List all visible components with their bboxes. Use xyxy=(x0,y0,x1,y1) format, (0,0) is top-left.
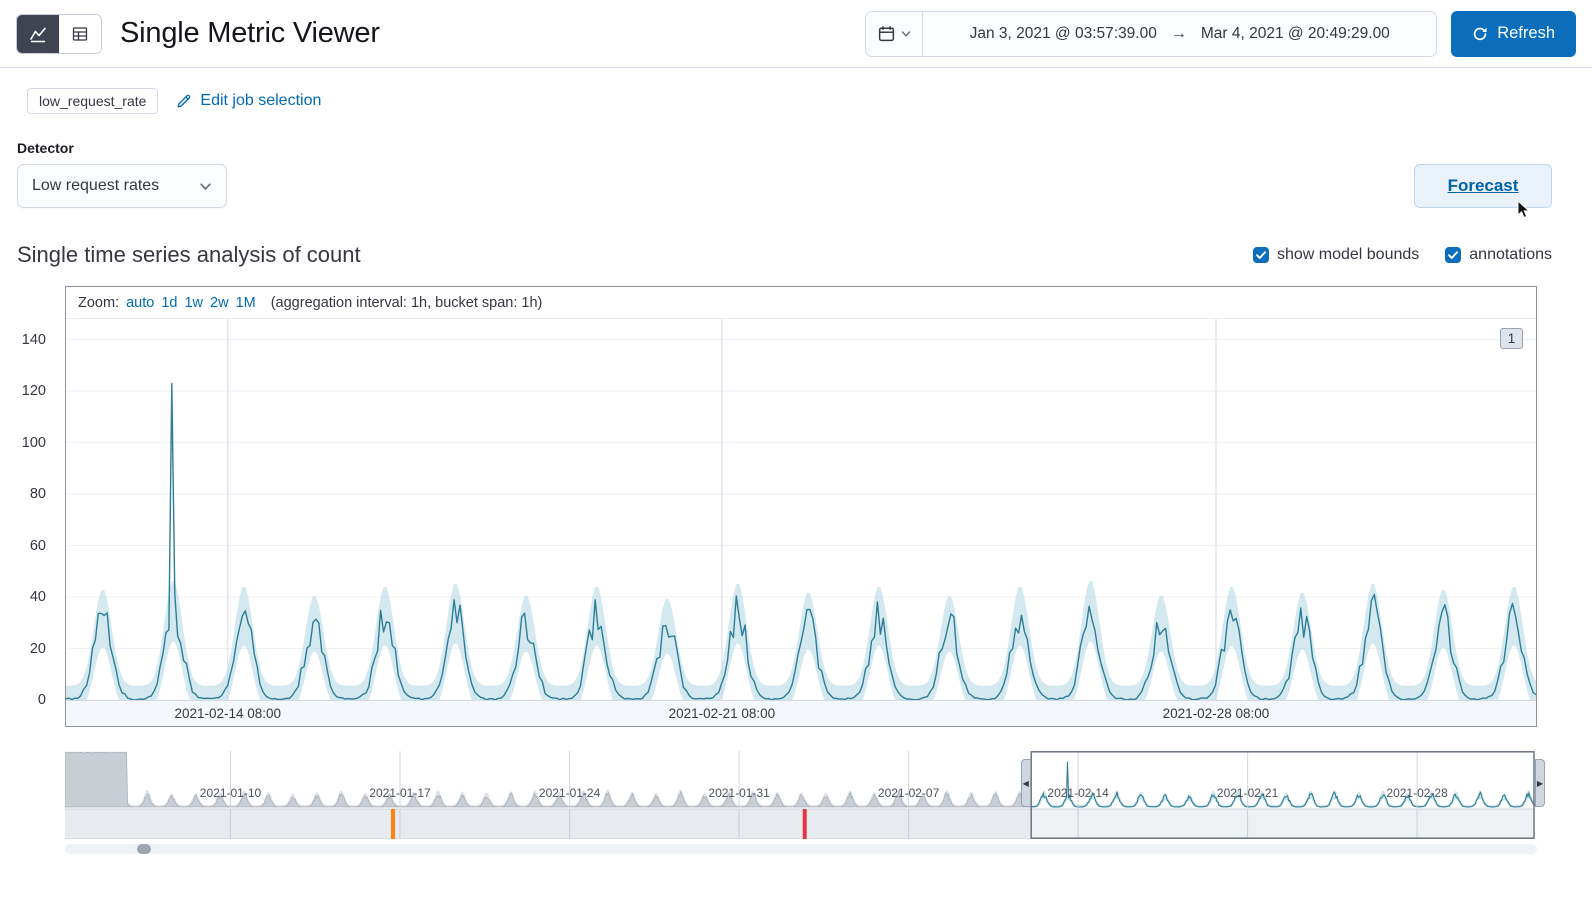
zoom-option-1M[interactable]: 1M xyxy=(235,294,256,311)
edit-job-selection-label: Edit job selection xyxy=(200,92,322,109)
y-axis-tick-label: 100 xyxy=(21,434,46,451)
forecast-button[interactable]: Forecast xyxy=(1414,164,1552,208)
annotation-badge[interactable]: 1 xyxy=(1500,328,1523,349)
context-chart[interactable]: 2021-01-10 2021-01-17 2021-01-24 2021-01-31… xyxy=(64,751,1536,840)
date-range-picker: Jan 3, 2021 @ 03:57:39.00 → Mar 4, 2021 … xyxy=(865,10,1438,57)
line-chart-icon xyxy=(30,27,46,42)
refresh-label: Refresh xyxy=(1497,24,1555,42)
context-tick-label: 2021-01-24 xyxy=(539,786,601,800)
series-title: Single time series analysis of count xyxy=(17,242,361,267)
context-tick-label: 2021-01-10 xyxy=(200,786,262,800)
brush-handle-right[interactable]: ▶ xyxy=(1535,759,1545,807)
y-axis-tick-label: 20 xyxy=(29,640,46,657)
page-title: Single Metric Viewer xyxy=(120,17,380,49)
timeline-scrollbar[interactable] xyxy=(65,844,1537,854)
y-axis-tick-label: 60 xyxy=(29,537,46,554)
context-tick-label: 2021-02-07 xyxy=(878,786,940,800)
anomaly-swimlane-selected[interactable] xyxy=(1030,809,1535,839)
chevron-down-icon xyxy=(200,182,211,190)
swimlane-anomaly-marker-major[interactable] xyxy=(391,809,395,839)
zoom-label: Zoom: xyxy=(78,294,120,311)
date-fields: Jan 3, 2021 @ 03:57:39.00 → Mar 4, 2021 … xyxy=(923,21,1436,47)
y-axis-tick-label: 40 xyxy=(29,589,46,606)
zoom-bar: Zoom: auto 1d 1w 2w 1M (aggregation interval… xyxy=(66,287,1536,319)
context-metric-line xyxy=(1030,761,1535,808)
y-axis-tick-label: 80 xyxy=(29,486,46,503)
context-tick-label: 2021-02-21 xyxy=(1217,786,1279,800)
y-axis: 0 20 40 60 80 100 120 140 xyxy=(0,319,56,708)
x-axis-tick-label: 2021-02-21 08:00 xyxy=(668,706,776,721)
zoom-option-1w[interactable]: 1w xyxy=(184,294,204,311)
date-range-arrow-icon: → xyxy=(1170,24,1187,42)
job-bar: low_request_rate Edit job selection xyxy=(0,68,1592,114)
context-model-bounds-band xyxy=(1030,789,1535,807)
table-icon xyxy=(72,26,88,41)
context-region: 2021-01-10 2021-01-17 2021-01-24 2021-01-31… xyxy=(64,751,1545,840)
start-date-button[interactable]: Jan 3, 2021 @ 03:57:39.00 xyxy=(968,21,1159,47)
checkbox-check-icon[interactable] xyxy=(1252,247,1269,263)
focus-plot: 1 xyxy=(66,319,1536,700)
checkbox-check-icon[interactable] xyxy=(1445,247,1462,263)
view-toggle xyxy=(16,13,102,54)
focus-x-axis: 2021-02-14 08:00 2021-02-21 08:00 2021-02-… xyxy=(66,700,1536,726)
zoom-option-auto[interactable]: auto xyxy=(126,294,155,311)
edit-job-selection-link[interactable]: Edit job selection xyxy=(176,92,321,110)
table-view-button[interactable] xyxy=(59,14,101,53)
y-axis-tick-label: 140 xyxy=(21,331,46,348)
date-quick-select-button[interactable] xyxy=(866,11,924,56)
context-tick-label: 2021-01-17 xyxy=(369,786,431,800)
calendar-icon xyxy=(879,26,895,42)
toggle-label: annotations xyxy=(1469,246,1552,263)
x-axis-tick-label: 2021-02-28 08:00 xyxy=(1162,706,1270,721)
aggregation-detail: (aggregation interval: 1h, bucket span: … xyxy=(270,294,543,311)
chart-region: 0 20 40 60 80 100 120 140 Zoom: auto 1d 1w 2w 1M (a… xyxy=(0,286,1592,854)
detector-selected-option: Low request rates xyxy=(32,177,160,194)
header: Single Metric Viewer Jan 3, 2021 @ 03:57… xyxy=(0,0,1592,68)
chevron-down-icon xyxy=(901,30,911,37)
metric-line xyxy=(66,382,1536,700)
detector-label: Detector xyxy=(17,140,74,156)
brush-selection-border[interactable] xyxy=(1030,751,1535,839)
y-axis-tick-label: 0 xyxy=(37,692,46,708)
chart-toggles: show model bounds annotations xyxy=(1252,246,1552,264)
focus-chart[interactable] xyxy=(66,319,1536,700)
scrollbar-thumb[interactable] xyxy=(137,844,151,854)
zoom-option-1d[interactable]: 1d xyxy=(161,294,178,311)
end-date-button[interactable]: Mar 4, 2021 @ 20:49:29.00 xyxy=(1199,21,1392,47)
context-tick-label: 2021-01-31 xyxy=(708,786,770,800)
y-axis-tick-label: 120 xyxy=(21,383,46,400)
brush-handle-left[interactable]: ◀ xyxy=(1020,759,1031,807)
detector-section: Detector Low request rates Forecast xyxy=(0,114,1592,208)
context-tick-label: 2021-02-28 xyxy=(1386,786,1448,800)
detector-select[interactable]: Low request rates xyxy=(17,164,227,208)
series-header: Single time series analysis of count sho… xyxy=(0,208,1592,268)
toggle-label: show model bounds xyxy=(1276,246,1420,263)
focus-chart-frame: Zoom: auto 1d 1w 2w 1M (aggregation interval… xyxy=(65,286,1537,727)
x-axis-tick-label: 2021-02-14 08:00 xyxy=(174,706,282,721)
zoom-options: auto 1d 1w 2w 1M xyxy=(126,295,256,311)
refresh-icon xyxy=(1473,27,1487,40)
pencil-icon xyxy=(177,94,191,108)
header-actions: Jan 3, 2021 @ 03:57:39.00 → Mar 4, 2021 … xyxy=(865,10,1576,57)
job-badge: low_request_rate xyxy=(27,88,159,114)
swimlane-anomaly-marker-critical[interactable] xyxy=(802,809,807,839)
refresh-button[interactable]: Refresh xyxy=(1451,10,1576,57)
mouse-cursor-icon xyxy=(1517,200,1531,219)
toggle-annotations[interactable]: annotations xyxy=(1445,246,1552,264)
context-tick-label: 2021-02-14 xyxy=(1047,786,1109,800)
toggle-show-model-bounds[interactable]: show model bounds xyxy=(1252,246,1420,264)
chart-view-button[interactable] xyxy=(17,14,59,53)
zoom-option-2w[interactable]: 2w xyxy=(210,294,229,311)
